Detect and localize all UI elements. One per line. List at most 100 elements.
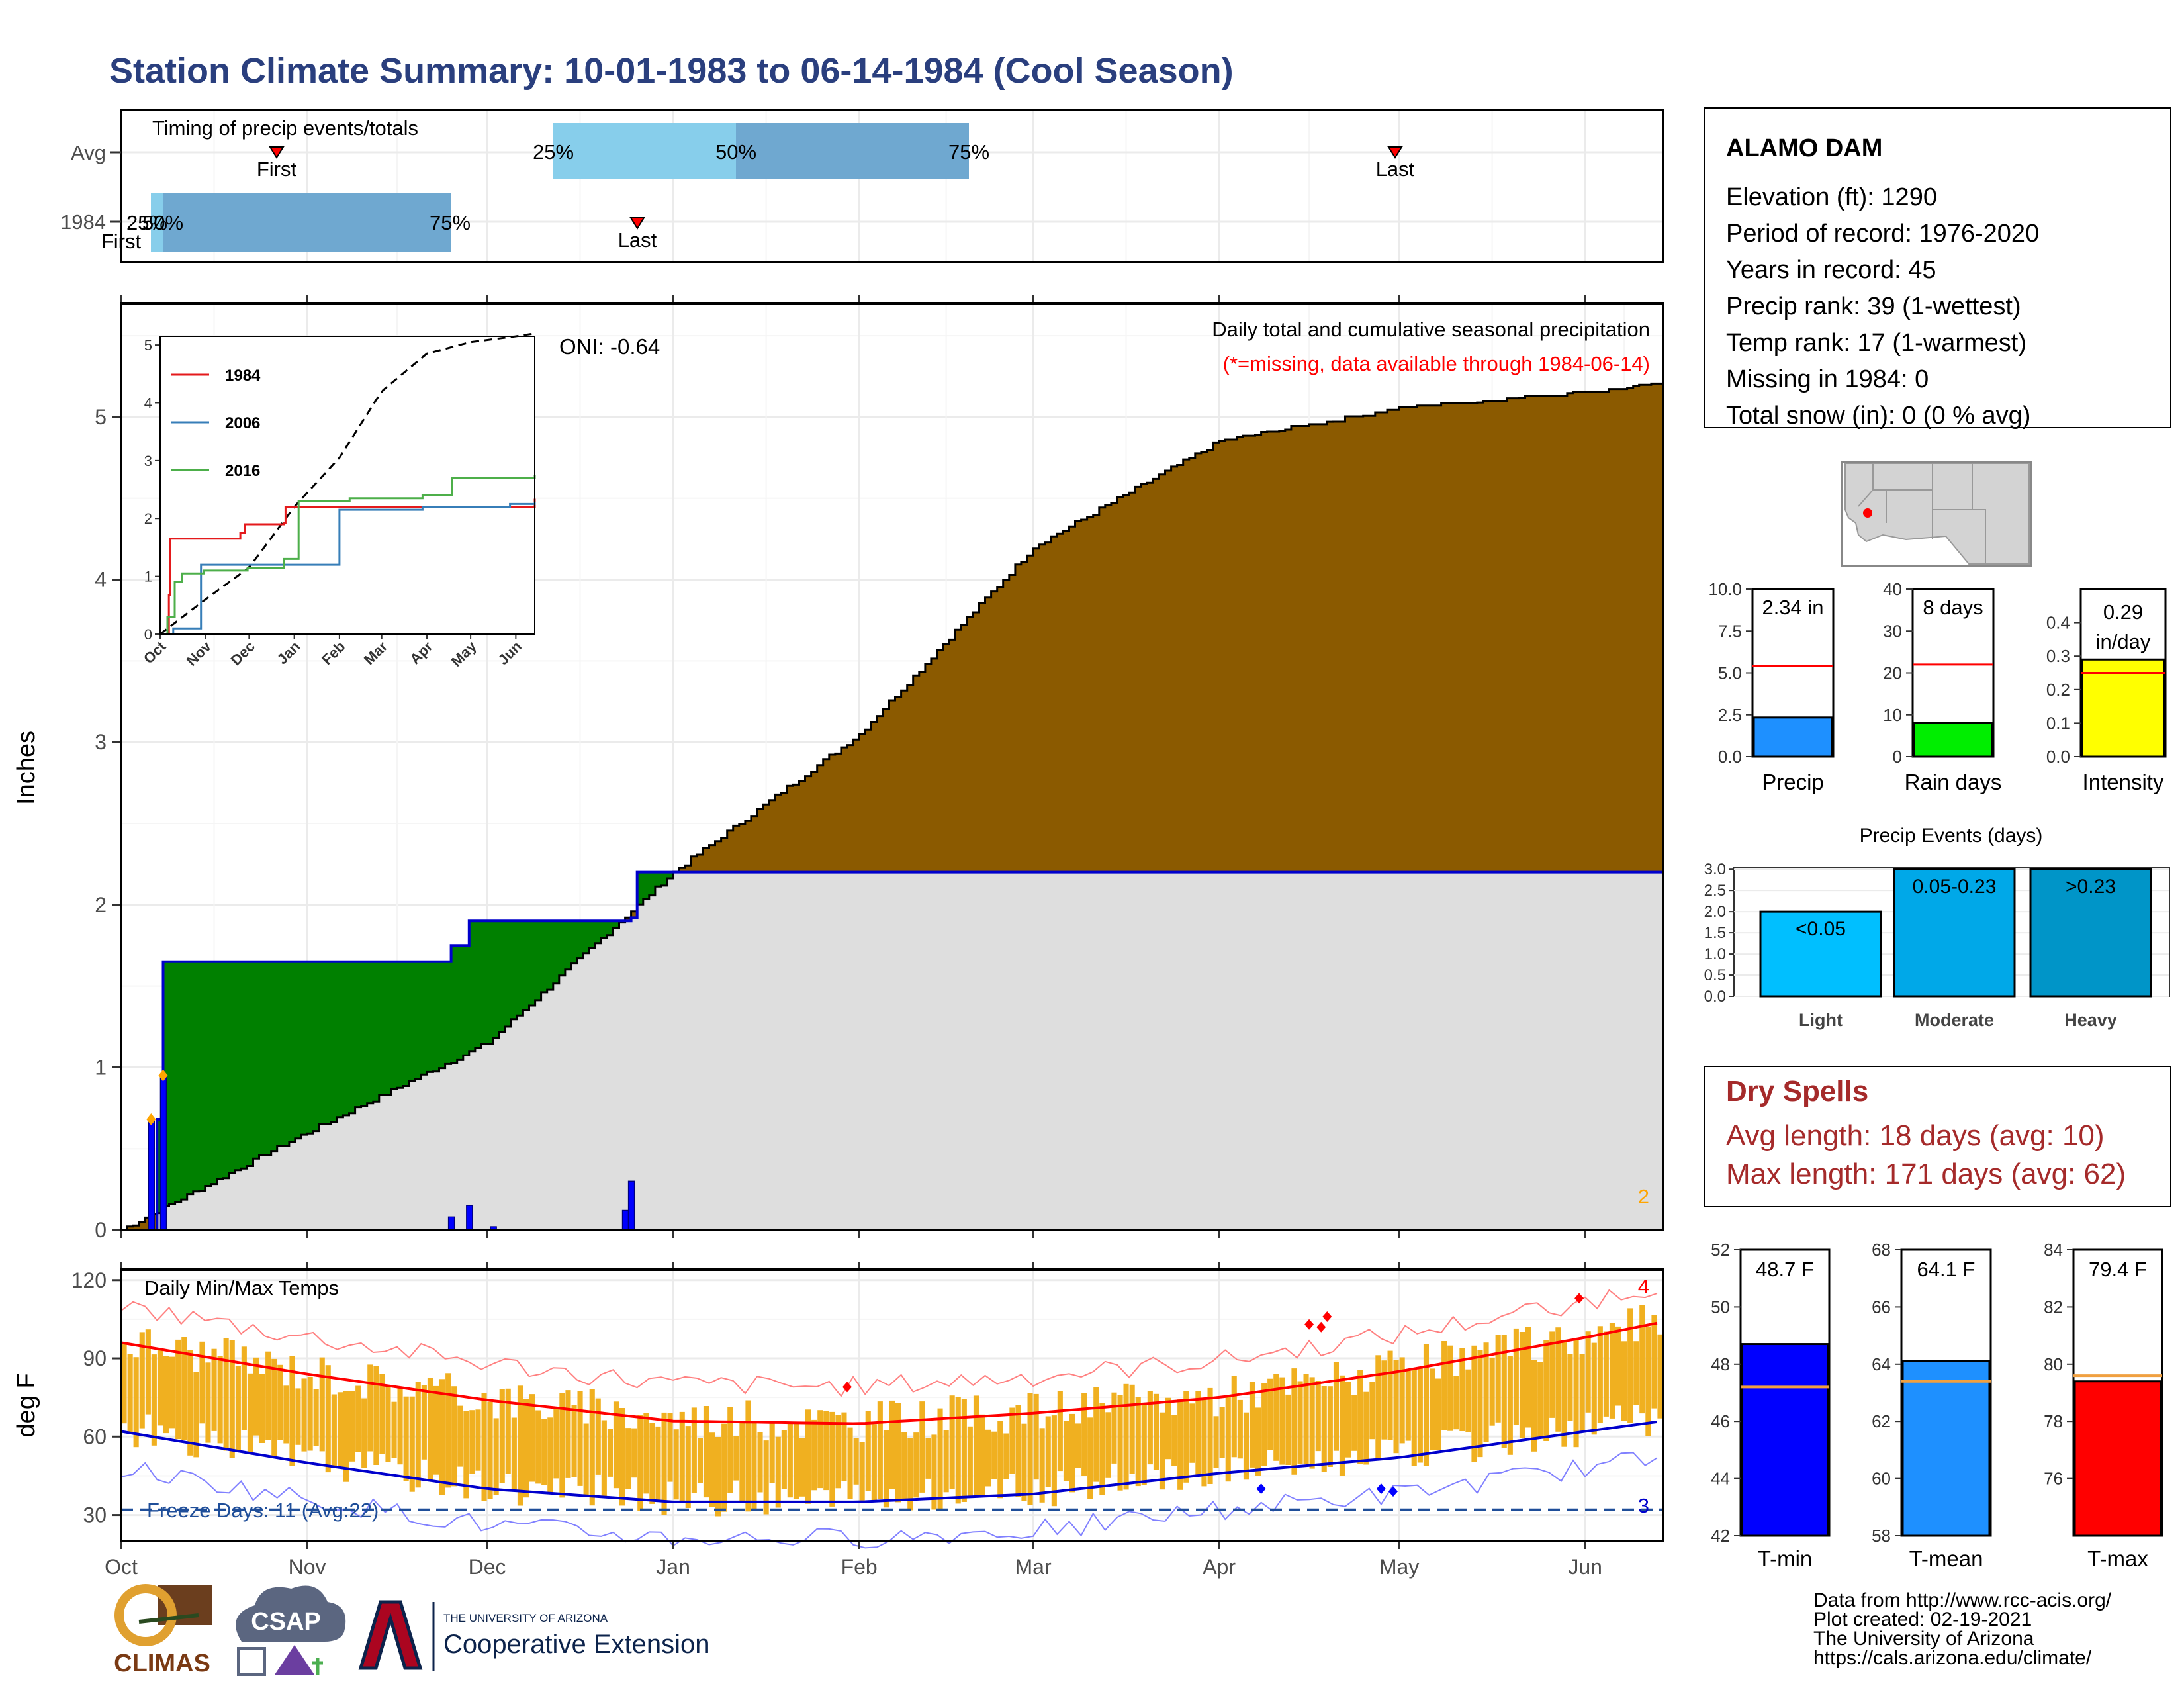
daily-temp-bar [265,1351,271,1440]
daily-temp-bar [1279,1377,1285,1465]
daily-temp-bar [1327,1386,1333,1467]
daily-temp-bar [817,1410,823,1489]
precip-panel: 0 1 2 3 4 5 Inches ONI: -0.64 Daily total and… [13,295,1664,1242]
stat-bar-tick-label: 5.0 [1718,663,1742,683]
daily-temp-bar [1315,1381,1321,1452]
station-name: ALAMO DAM [1726,134,1882,162]
daily-temp-bar [289,1356,295,1466]
daily-temp-bar [829,1411,835,1507]
daily-temp-bar [409,1396,415,1492]
daily-temp-bar [1555,1327,1561,1432]
daily-temp-bar [1189,1403,1195,1463]
daily-temp-bar [1639,1305,1645,1414]
dry-spells-box: Dry Spells Avg length: 18 days (avg: 10)… [1704,1066,2171,1207]
daily-temp-bar [1207,1387,1213,1484]
y1984-last-marker [629,217,645,230]
daily-temp-bar [775,1436,781,1508]
daily-temp-bar [523,1399,529,1498]
daily-temp-bar [1147,1391,1153,1465]
daily-temp-bar [943,1430,949,1493]
daily-temp-bar [187,1350,193,1456]
station-snow: Total snow (in): 0 (0 % avg) [1726,402,2030,430]
inset-ytick-label: 2 [144,510,152,527]
avg-min-temp-line [120,1420,1658,1503]
daily-temp-bar [589,1389,595,1506]
daily-temp-bar [1045,1416,1051,1487]
temp-count-top: 4 [1638,1275,1649,1298]
events-tick-label: 0.0 [1704,988,1726,1006]
daily-temp-bar [613,1401,619,1489]
station-elevation: Elevation (ft): 1290 [1726,183,1937,211]
locator-map [1841,461,2032,567]
daily-temp-bar [901,1432,907,1500]
daily-temp-bar [331,1394,337,1468]
dry-spells-avg: Avg length: 18 days (avg: 10) [1726,1119,2105,1152]
daily-temp-bar [373,1366,379,1465]
precip-corner-count: 2 [1638,1185,1649,1208]
daily-temp-bar [1519,1332,1525,1438]
daily-temp-bar [451,1386,457,1487]
daily-temp-bar [1363,1391,1369,1465]
daily-temp-bar [1309,1377,1315,1469]
temp-bar-tick-label: 66 [1872,1297,1891,1317]
precip-ytick-label: 3 [95,730,107,754]
daily-temp-bar [1345,1382,1351,1458]
inset-ytick-label: 3 [144,453,152,469]
stat-bar-tick-label: 0 [1893,747,1902,767]
daily-temp-bar [259,1374,265,1443]
daily-temp-bar [295,1388,301,1445]
daily-temp-bar [787,1423,793,1498]
daily-temp-bar [835,1415,841,1489]
record-low-marker [1388,1486,1398,1497]
daily-temp-bar [1099,1403,1105,1495]
daily-precip-marker [158,1069,168,1082]
precip-ytick-label: 1 [95,1055,107,1079]
timing-row-label-avg: Avg [71,141,106,164]
daily-temp-bar [505,1388,511,1474]
stat-bar-tick-label: 40 [1883,579,1902,599]
daily-temp-bar [1285,1394,1291,1465]
daily-temp-bar [1039,1428,1045,1503]
daily-temp-bar [703,1406,709,1498]
daily-temp-bar [415,1382,421,1488]
events-category-label: Light [1799,1010,1843,1030]
page-title: Station Climate Summary: 10-01-1983 to 0… [109,51,1234,91]
daily-temp-bar [631,1428,637,1478]
daily-temp-bar [841,1412,847,1481]
daily-temp-bar [1183,1391,1189,1483]
daily-temp-bar [1087,1417,1093,1499]
daily-temp-bar [163,1356,169,1434]
record-low-marker [1256,1483,1266,1495]
daily-temp-bar [247,1373,253,1453]
daily-temp-bar [1585,1331,1591,1413]
daily-temp-bar [1321,1386,1327,1472]
events-bar [1759,910,1882,998]
temp-ylabel: deg F [13,1373,40,1437]
daily-precip-bar [447,1216,455,1231]
inset-ytick-label: 0 [144,626,152,643]
season-stat-bars: 2.34 in 0.0 2.5 5.0 7.5 10.0 Precip 8 days 0 10 20… [1708,579,2167,794]
temp-month-label: Oct [105,1555,138,1579]
daily-temp-bar [481,1393,487,1501]
stat-bar-value-label: 2.34 in [1762,596,1823,619]
temp-month-label: Apr [1203,1555,1236,1579]
temp-bar-tick-label: 68 [1872,1240,1891,1260]
daily-temp-bar [1531,1360,1537,1452]
daily-temp-bar [1633,1341,1639,1405]
daily-temp-bar [595,1398,601,1475]
temp-month-label: Feb [841,1555,878,1579]
daily-temp-bar [553,1407,559,1479]
credit-plot-date: Plot created: 02-19-2021 [1813,1609,2032,1630]
temp-month-label: Jun [1568,1555,1602,1579]
missing-note: (*=missing, data available through 1984-… [1223,352,1650,375]
daily-temp-bar [1159,1412,1165,1490]
y1984-last-label: Last [618,228,657,252]
daily-temp-bar [325,1365,331,1473]
stat-bar-tick-label: 0.0 [1718,747,1742,767]
daily-temp-bar [1291,1368,1297,1475]
daily-temp-bar [1009,1407,1015,1474]
overlap-area [121,872,1663,1230]
daily-temp-bar [667,1413,673,1482]
